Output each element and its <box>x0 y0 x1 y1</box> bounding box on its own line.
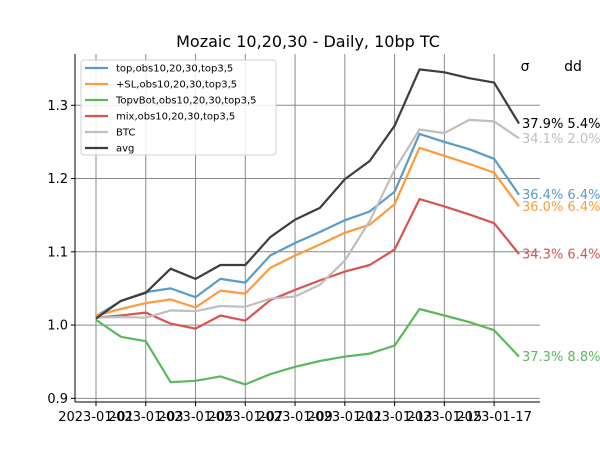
chart-title: Mozaic 10,20,30 - Daily, 10bp TC <box>176 32 440 51</box>
series-annotation: 34.1% 2.0% <box>522 132 600 147</box>
legend-label: BTC <box>116 128 135 139</box>
series-annotation: 36.4% 6.4% <box>522 188 600 203</box>
y-tick-label: 1.1 <box>47 245 68 260</box>
x-tick-label: 2023-01-05 <box>158 410 234 425</box>
series-line <box>95 68 520 320</box>
series-annotation: 37.3% 8.8% <box>522 350 600 365</box>
series-annotation: 37.9% 5.4% <box>522 117 600 132</box>
x-tick-label: 2023-01-11 <box>307 410 383 425</box>
series-annotation: 34.3% 6.4% <box>522 248 600 263</box>
y-ticks: 0.9 1.0 1.1 1.2 1.3 <box>47 99 75 407</box>
legend: top,obs10,20,30,top3,5 +SL,obs10,20,30,to… <box>80 59 277 156</box>
legend-label: top,obs10,20,30,top3,5 <box>116 64 233 75</box>
x-tick-label: 2023-01-15 <box>407 410 483 425</box>
series-line <box>95 118 520 319</box>
legend-label: +SL,obs10,20,30,top3,5 <box>116 80 237 91</box>
series-line <box>95 198 520 330</box>
legend-label: avg <box>116 144 134 155</box>
y-tick-label: 1.0 <box>47 319 68 334</box>
annotations: 36.4% 6.4%36.0% 6.4% 37.3% 8.8% 34.3% 6.4%… <box>522 117 600 365</box>
legend-box <box>80 59 277 156</box>
y-tick-label: 1.3 <box>47 99 68 114</box>
series-line <box>95 132 520 318</box>
series-annotation: 36.0% 6.4% <box>522 200 600 215</box>
series-line <box>95 307 520 386</box>
x-tick-label: 2023-01-01 <box>58 410 134 425</box>
x-tick-label: 2023-01-07 <box>208 410 284 425</box>
x-tick-label: 2023-01-17 <box>456 410 532 425</box>
sigma-header: σ <box>521 59 530 75</box>
legend-label: TopvBot,obs10,20,30,top3,5 <box>115 96 257 107</box>
legend-label: mix,obs10,20,30,top3,5 <box>116 112 235 123</box>
x-tick-label: 2023-01-03 <box>108 410 184 425</box>
x-tick-label: 2023-01-09 <box>257 410 333 425</box>
axes <box>74 54 540 403</box>
dd-header: dd <box>564 59 582 75</box>
x-tick-label: 2023-01-13 <box>357 410 433 425</box>
series-lines <box>95 68 520 386</box>
y-tick-label: 1.2 <box>47 172 68 187</box>
series-line <box>95 146 520 317</box>
x-ticks: 2023-01-012023-01-032023-01-052023-01-07… <box>58 402 532 425</box>
y-tick-label: 0.9 <box>47 392 68 407</box>
